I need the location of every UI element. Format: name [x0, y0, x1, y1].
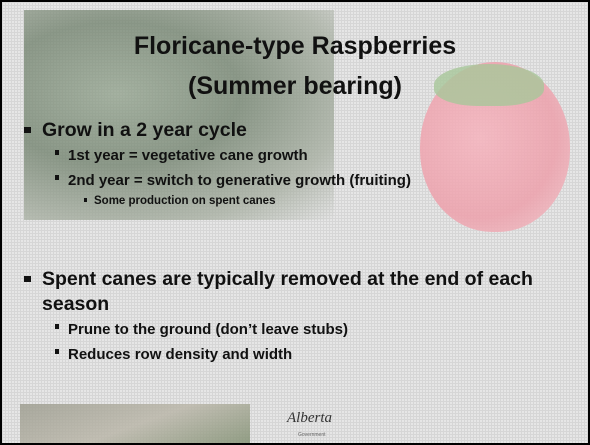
- bullet-item: 1st year = vegetative cane growth: [68, 143, 586, 168]
- bullet-level: Some production on spent canes: [68, 193, 586, 209]
- bullet-text: Some production on spent canes: [94, 193, 586, 209]
- bullet-text: Spent canes are typically removed at the…: [42, 267, 586, 317]
- bullet-text: 2nd year = switch to generative growth (…: [68, 168, 586, 193]
- bullet-text: 1st year = vegetative cane growth: [68, 143, 586, 168]
- bullet-text: Reduces row density and width: [68, 342, 586, 367]
- logo-subtitle: Government: [298, 432, 326, 438]
- slide-subtitle: (Summer bearing): [2, 72, 588, 101]
- slide-title: Floricane-type Raspberries: [2, 32, 588, 61]
- bullet-level: Prune to the ground (don’t leave stubs)R…: [42, 317, 586, 367]
- field-photo: [20, 404, 250, 445]
- bullet-item: Prune to the ground (don’t leave stubs): [68, 317, 586, 342]
- bullet-text: Grow in a 2 year cycle: [42, 118, 586, 143]
- bullet-item: Some production on spent canes: [94, 193, 586, 209]
- logo-name: Alberta: [287, 410, 332, 427]
- bullet-item: 2nd year = switch to generative growth (…: [68, 168, 586, 209]
- bullet-text: Prune to the ground (don’t leave stubs): [68, 317, 586, 342]
- slide: Floricane-type Raspberries (Summer beari…: [0, 0, 590, 445]
- bullet-item: Reduces row density and width: [68, 342, 586, 367]
- bullet-item: Spent canes are typically removed at the…: [42, 267, 586, 367]
